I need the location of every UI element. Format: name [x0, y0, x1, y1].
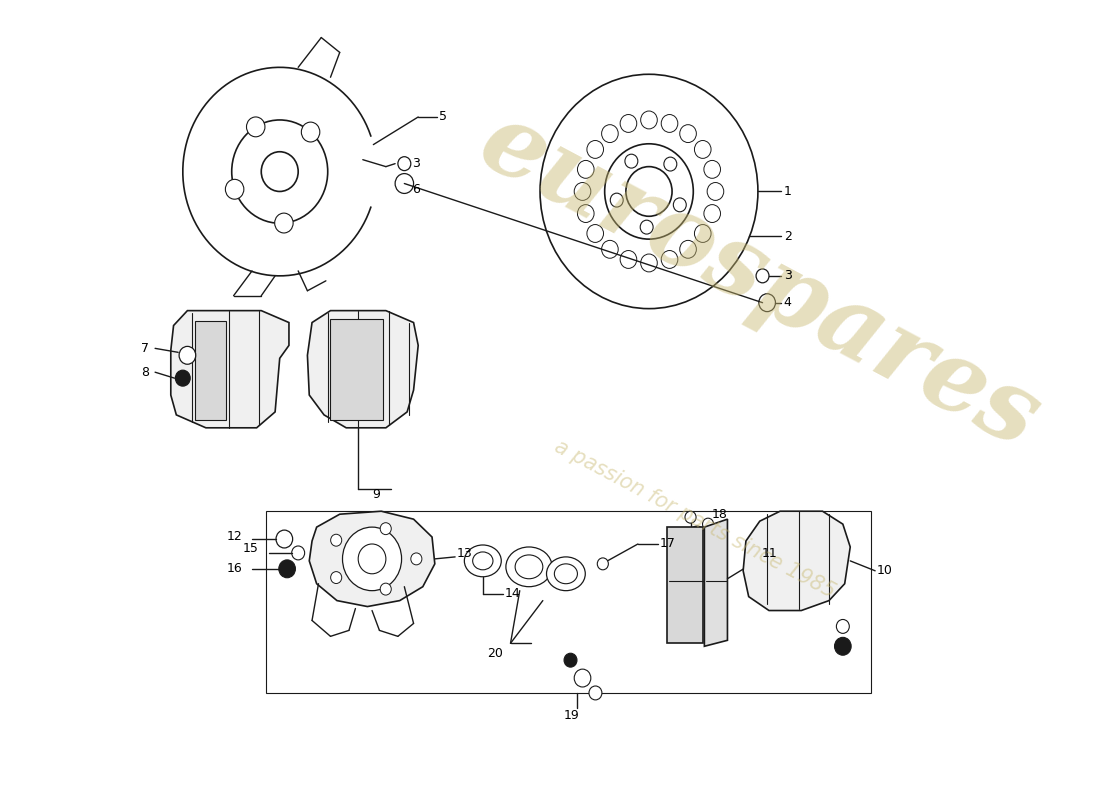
Circle shape	[836, 619, 849, 634]
Circle shape	[597, 558, 608, 570]
Text: 17: 17	[660, 538, 675, 550]
Text: 6: 6	[411, 183, 419, 196]
Circle shape	[540, 74, 758, 309]
Text: 15: 15	[243, 542, 258, 555]
Circle shape	[578, 161, 594, 178]
Circle shape	[398, 157, 410, 170]
Text: 13: 13	[456, 547, 473, 561]
Circle shape	[703, 518, 714, 530]
Circle shape	[381, 522, 392, 534]
Circle shape	[278, 560, 296, 578]
Text: 2: 2	[784, 230, 792, 242]
Circle shape	[610, 193, 624, 207]
Circle shape	[574, 669, 591, 687]
Polygon shape	[266, 511, 870, 693]
Text: a passion for parts since 1985: a passion for parts since 1985	[551, 436, 839, 602]
Circle shape	[640, 111, 658, 129]
Text: 7: 7	[141, 342, 150, 355]
Circle shape	[342, 527, 402, 590]
Circle shape	[661, 250, 678, 268]
Text: 9: 9	[372, 488, 379, 501]
Circle shape	[694, 225, 711, 242]
Circle shape	[179, 346, 196, 364]
Circle shape	[704, 161, 720, 178]
Circle shape	[232, 120, 328, 223]
Circle shape	[680, 125, 696, 142]
Polygon shape	[744, 511, 850, 610]
Circle shape	[226, 179, 244, 199]
Text: 14: 14	[505, 587, 520, 600]
Polygon shape	[309, 511, 434, 606]
Circle shape	[602, 125, 618, 142]
Circle shape	[664, 157, 676, 171]
Circle shape	[410, 553, 422, 565]
Circle shape	[640, 220, 653, 234]
Circle shape	[626, 166, 672, 216]
Text: 12: 12	[227, 530, 242, 542]
Circle shape	[292, 546, 305, 560]
Text: 18: 18	[712, 508, 727, 521]
Circle shape	[395, 174, 414, 194]
Circle shape	[564, 654, 578, 667]
Polygon shape	[704, 519, 727, 646]
Text: 5: 5	[439, 110, 447, 123]
Text: 19: 19	[564, 710, 580, 722]
Circle shape	[704, 205, 720, 222]
Polygon shape	[668, 527, 703, 643]
Circle shape	[620, 114, 637, 132]
Ellipse shape	[515, 555, 542, 578]
Text: 8: 8	[141, 366, 150, 378]
Text: eurospares: eurospares	[464, 93, 1056, 469]
Circle shape	[694, 141, 711, 158]
Circle shape	[175, 370, 190, 386]
Text: 3: 3	[784, 270, 792, 282]
Circle shape	[756, 269, 769, 283]
Circle shape	[759, 294, 775, 312]
Circle shape	[640, 254, 658, 272]
Ellipse shape	[506, 547, 552, 586]
Text: 10: 10	[877, 564, 893, 578]
Circle shape	[359, 544, 386, 574]
Text: 1: 1	[784, 185, 792, 198]
Circle shape	[605, 144, 693, 239]
Circle shape	[587, 225, 604, 242]
Ellipse shape	[547, 557, 585, 590]
Text: 16: 16	[227, 562, 242, 575]
Circle shape	[680, 240, 696, 258]
Circle shape	[574, 182, 591, 200]
Circle shape	[275, 213, 293, 233]
Polygon shape	[307, 310, 418, 428]
Circle shape	[673, 198, 686, 212]
Text: 11: 11	[761, 547, 778, 561]
Circle shape	[262, 152, 298, 191]
Circle shape	[301, 122, 320, 142]
Circle shape	[707, 182, 724, 200]
Circle shape	[578, 205, 594, 222]
Circle shape	[246, 117, 265, 137]
Circle shape	[587, 141, 604, 158]
Circle shape	[685, 511, 696, 523]
Polygon shape	[330, 318, 383, 420]
Circle shape	[620, 250, 637, 268]
Text: 20: 20	[487, 646, 504, 660]
Circle shape	[331, 572, 342, 583]
Ellipse shape	[464, 545, 502, 577]
Text: 3: 3	[411, 157, 419, 170]
Circle shape	[602, 240, 618, 258]
Circle shape	[331, 534, 342, 546]
Ellipse shape	[554, 564, 578, 584]
Polygon shape	[170, 310, 289, 428]
Circle shape	[835, 638, 851, 655]
Circle shape	[625, 154, 638, 168]
Text: 4: 4	[784, 296, 792, 309]
Circle shape	[661, 114, 678, 132]
Polygon shape	[195, 321, 227, 420]
Ellipse shape	[473, 552, 493, 570]
Circle shape	[588, 686, 602, 700]
Circle shape	[381, 583, 392, 595]
Circle shape	[276, 530, 293, 548]
